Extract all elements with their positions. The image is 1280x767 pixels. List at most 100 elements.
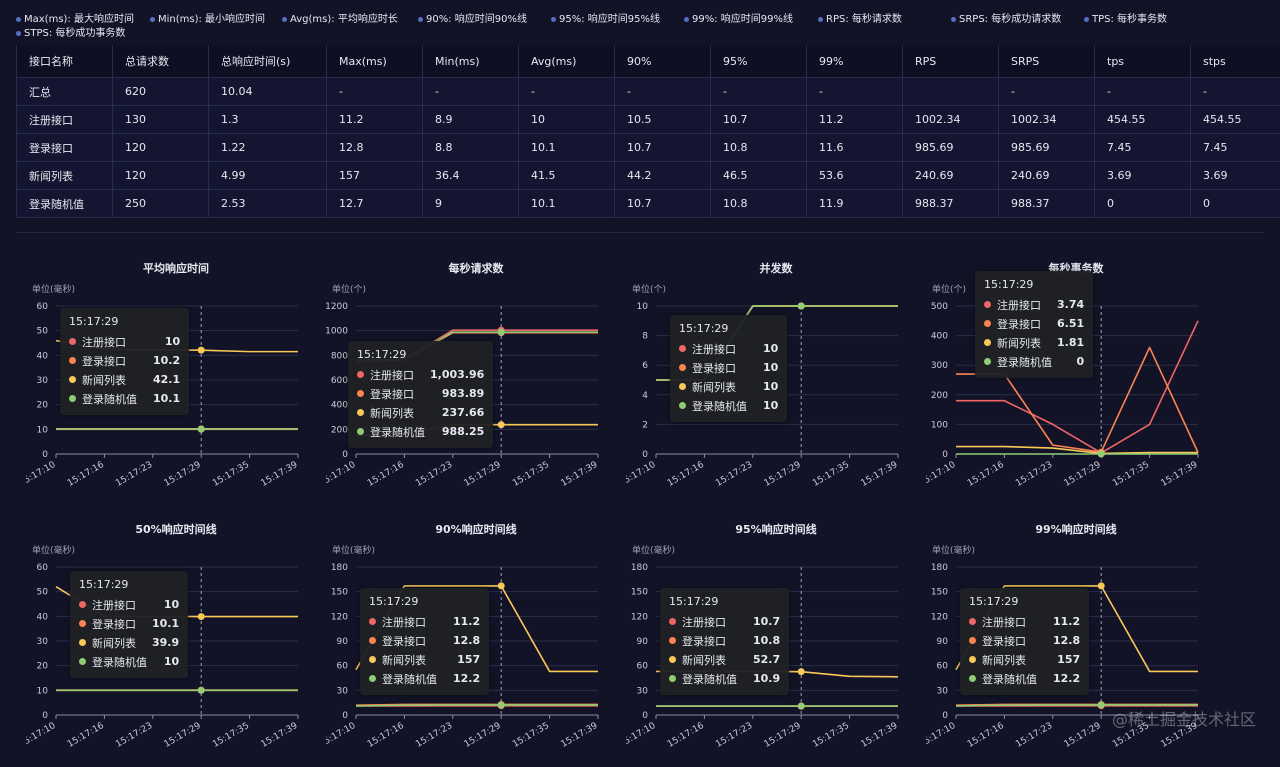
column-header[interactable]: RPS [903,45,999,78]
y-tick-label: 30 [37,637,49,647]
tooltip-series-name: 新闻列表 [370,405,442,421]
y-tick-label: 0 [342,711,348,721]
column-header[interactable]: Min(ms) [423,45,519,78]
legend-label: SRPS: 每秒成功请求数 [959,14,1061,25]
table-cell: - [327,78,423,106]
legend-item-rps: RPS: 每秒请求数 [818,10,902,25]
y-tick-label: 90 [637,637,649,647]
legend-item-min: Min(ms): 最小响应时间 [150,10,265,25]
column-header[interactable]: Avg(ms) [519,45,615,78]
y-axis-unit-label: 单位(个) [632,283,666,295]
series-dot-icon [984,358,991,365]
tooltip-series-name: 注册接口 [682,614,753,630]
column-header[interactable]: 总请求数 [113,45,209,78]
series-line-3[interactable] [956,447,1198,454]
y-tick-label: 60 [937,662,949,672]
data-point [798,703,805,710]
series-dot-icon [69,338,76,345]
tooltip-time: 15:17:29 [679,322,778,335]
tooltip-series-name: 登录随机值 [682,671,753,687]
data-point [1098,451,1105,458]
row-interface-name: 注册接口 [17,106,113,134]
x-tick-label: 15:17:16 [366,721,406,750]
series-dot-icon [669,656,676,663]
tooltip-series-name: 登录接口 [382,633,453,649]
series-dot-icon [669,618,676,625]
x-tick-label: 15:17:29 [1063,460,1103,489]
legend-label: STPS: 每秒成功事务数 [24,28,125,39]
column-header[interactable]: 90% [615,45,711,78]
column-header[interactable]: SRPS [999,45,1095,78]
tooltip-series-name: 登录随机值 [382,671,453,687]
tooltip-time: 15:17:29 [969,595,1080,608]
tooltip-series-name: 登录随机值 [982,671,1053,687]
chart-title: 99%响应时间线 [1035,522,1116,536]
tooltip-series-value: 10.1 [152,617,179,630]
table-cell: - [1191,78,1280,106]
legend-item-tps: TPS: 每秒事务数 [1084,10,1167,25]
table-cell: 53.6 [807,162,903,190]
table-cell: 36.4 [423,162,519,190]
table-cell: 120 [113,162,209,190]
y-tick-label: 10 [37,425,49,435]
table-cell: 7.45 [1095,134,1191,162]
legend-dot-icon [551,17,556,22]
row-interface-name: 登录随机值 [17,190,113,218]
column-header[interactable]: stps [1191,45,1280,78]
tooltip-series-value: 1,003.96 [430,368,484,381]
tooltip-series-value: 10.7 [753,615,780,628]
table-cell: 7.45 [1191,134,1280,162]
column-header[interactable]: 99% [807,45,903,78]
data-point [498,329,505,336]
y-tick-label: 150 [631,588,648,598]
section-divider [16,232,1264,233]
tooltip-series-name: 登录接口 [82,353,153,369]
data-point [198,347,205,354]
y-tick-label: 60 [37,302,49,312]
y-tick-label: 100 [931,420,948,430]
data-point [1098,582,1105,589]
y-tick-label: 400 [931,332,948,342]
series-dot-icon [369,618,376,625]
tooltip-series-name: 新闻列表 [682,652,753,668]
table-cell: 1002.34 [999,106,1095,134]
column-header[interactable]: 接口名称 [17,45,113,78]
tooltip-series-name: 新闻列表 [982,652,1057,668]
series-dot-icon [969,656,976,663]
x-tick-label: 15:17:29 [1063,721,1103,750]
column-header[interactable]: 总响应时间(s) [209,45,327,78]
table-cell: 10.5 [615,106,711,134]
y-tick-label: 180 [931,563,948,573]
y-axis-unit-label: 单位(毫秒) [32,544,75,556]
column-header[interactable]: 95% [711,45,807,78]
x-tick-label: 15:17:35 [1111,460,1151,489]
table-cell: 11.6 [807,134,903,162]
tooltip-series-value: 10.2 [153,354,180,367]
table-cell: 2.53 [209,190,327,218]
tooltip-time: 15:17:29 [669,595,780,608]
column-header[interactable]: tps [1095,45,1191,78]
tooltip-series-name: 注册接口 [382,614,453,630]
legend-item-stps: STPS: 每秒成功事务数 [16,24,125,39]
column-header[interactable]: Max(ms) [327,45,423,78]
chart-title: 95%响应时间线 [735,522,816,536]
